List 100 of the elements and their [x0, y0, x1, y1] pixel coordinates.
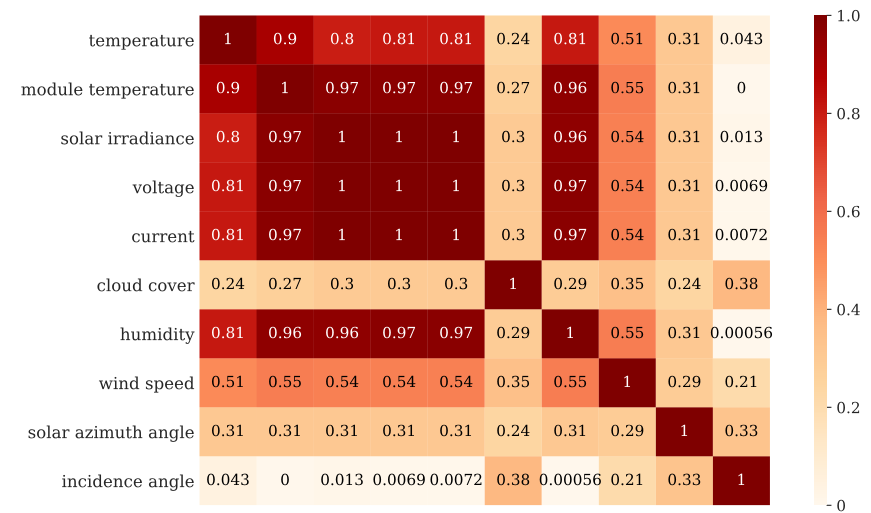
data-label: 1 — [396, 130, 402, 142]
data-label: 0.81 — [212, 180, 243, 192]
data-label: 1 — [681, 424, 688, 436]
data-label: 0.8 — [330, 32, 354, 44]
data-label: 0.21 — [611, 474, 642, 486]
data-label: 0.0069 — [373, 474, 425, 486]
data-label: 0.31 — [668, 228, 700, 240]
data-label: 0.31 — [554, 424, 586, 436]
data-label: 0.35 — [497, 376, 530, 388]
data-label: 0.54 — [383, 376, 416, 388]
data-label: 0.0072 — [430, 474, 482, 486]
data-label: 0.27 — [269, 278, 301, 290]
data-label: 0.31 — [212, 424, 243, 436]
y-tick-label: cloud cover — [97, 278, 195, 292]
data-label: 0.97 — [269, 180, 301, 192]
data-label: 0 — [738, 82, 746, 94]
data-label: 0.31 — [326, 424, 357, 436]
color-bar-label: 0.8 — [837, 108, 860, 120]
data-label: 0.81 — [440, 32, 472, 44]
data-label: 1 — [453, 228, 459, 240]
data-label: 0.0072 — [716, 228, 767, 240]
data-label: 0.24 — [497, 424, 530, 436]
data-label: 0.97 — [269, 130, 301, 142]
data-label: 0.31 — [269, 424, 300, 436]
data-label: 0.29 — [611, 424, 644, 436]
data-label: 0.043 — [207, 474, 249, 486]
data-label: 0.33 — [668, 474, 700, 486]
data-label: 1 — [282, 82, 288, 94]
data-label: 1 — [453, 130, 459, 142]
data-label: 1 — [224, 32, 231, 44]
color-bar-label: 0 — [837, 500, 846, 512]
data-label: 0.00056 — [710, 326, 772, 338]
data-label: 0.81 — [383, 32, 414, 44]
data-label: 0.29 — [668, 376, 700, 388]
data-label: 0.24 — [668, 278, 701, 290]
color-bar-label: 0.4 — [837, 304, 860, 316]
data-label: 0.3 — [388, 278, 410, 290]
data-label: 0.31 — [668, 326, 700, 338]
data-label: 0.3 — [502, 228, 524, 240]
data-label: 0.35 — [611, 278, 644, 290]
color-bar-label: 0.2 — [837, 402, 860, 414]
data-label: 0.043 — [720, 32, 762, 44]
y-tick-label: incidence angle — [62, 474, 194, 491]
data-label: 1 — [567, 326, 573, 338]
data-label: 0.0069 — [716, 180, 768, 192]
data-label: 0.54 — [326, 376, 358, 388]
data-label: 0.31 — [668, 32, 700, 44]
data-label: 0.8 — [216, 130, 240, 142]
data-label: 0.27 — [497, 82, 530, 94]
data-label: 0.3 — [445, 278, 468, 290]
data-label: 0.81 — [212, 326, 243, 338]
data-label: 0.3 — [502, 180, 524, 192]
data-label: 0.97 — [440, 82, 472, 94]
data-label: 0.97 — [383, 326, 416, 338]
y-tick-label: solar irradiance — [61, 132, 194, 144]
color-bar-label: 1.0 — [838, 10, 860, 22]
data-label: 0.97 — [554, 180, 586, 192]
y-tick-label: solar azimuth angle — [28, 425, 194, 442]
y-tick-label: humidity — [120, 328, 195, 344]
data-label: 0.31 — [668, 180, 700, 192]
data-label: 0.31 — [440, 424, 472, 436]
data-label: 1 — [396, 228, 402, 240]
data-label: 1 — [453, 180, 459, 192]
data-label: 0.9 — [216, 82, 240, 94]
data-label: 0.24 — [212, 278, 244, 290]
color-bar-label: 0.6 — [837, 206, 860, 218]
data-label: 0.97 — [440, 326, 472, 338]
data-label: 0.013 — [321, 474, 363, 486]
data-label: 0.54 — [611, 228, 644, 240]
data-label: 0.96 — [554, 82, 586, 94]
data-label: 0.55 — [611, 326, 644, 338]
y-tick-label: temperature — [89, 34, 194, 50]
data-label: 0.31 — [668, 82, 700, 94]
data-label: 0.33 — [725, 424, 758, 436]
y-tick-label: wind speed — [98, 376, 194, 393]
data-label: 0.51 — [611, 32, 642, 44]
data-label: 0.29 — [554, 278, 586, 290]
data-label: 0.9 — [274, 32, 296, 44]
data-label: 1 — [339, 130, 345, 142]
data-label: 0.54 — [611, 130, 644, 142]
data-label: 0.96 — [326, 326, 358, 338]
data-label: 1 — [396, 180, 402, 192]
data-label: 1 — [738, 474, 744, 486]
y-tick-label: voltage — [132, 180, 194, 197]
data-label: 0.96 — [269, 326, 302, 338]
data-label: 0.29 — [497, 326, 530, 338]
y-tick-label: current — [132, 230, 194, 242]
data-label: 0.24 — [497, 32, 530, 44]
data-label: 0.21 — [725, 376, 756, 388]
data-label: 0.55 — [269, 376, 301, 388]
data-label: 0.55 — [554, 376, 586, 388]
data-label: 0 — [281, 474, 289, 486]
data-label: 0.97 — [269, 228, 301, 240]
data-label: 0.54 — [611, 180, 644, 192]
data-label: 1 — [339, 180, 345, 192]
y-tick-label: module temperature — [21, 82, 194, 99]
data-label: 0.38 — [725, 278, 758, 290]
data-label: 0.31 — [668, 130, 700, 142]
data-label: 1 — [624, 376, 630, 388]
data-label: 0.97 — [383, 82, 416, 94]
